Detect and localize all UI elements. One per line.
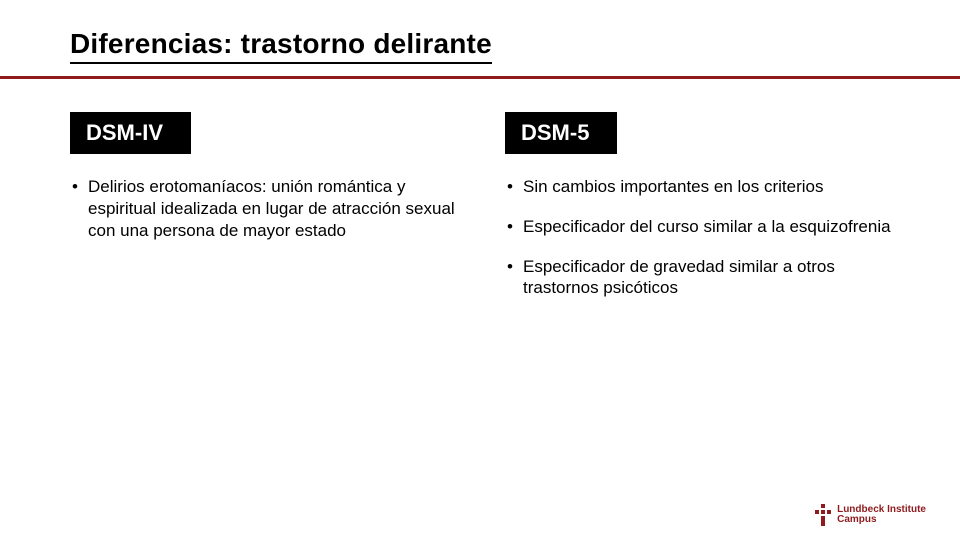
column-left: DSM-IV Delirios erotomaníacos: unión rom… [70,112,475,317]
brand-logo: Lundbeck Institute Campus [815,504,926,526]
list-item: Delirios erotomaníacos: unión romántica … [70,176,475,241]
tag-dsm-iv: DSM-IV [70,112,191,154]
logo-text: Lundbeck Institute Campus [837,505,926,525]
accent-rule [0,76,960,79]
logo-icon [815,504,831,526]
bullet-list-right: Sin cambios importantes en los criterios… [505,176,910,299]
slide: Diferencias: trastorno delirante DSM-IV … [0,0,960,540]
list-item: Especificador del curso similar a la esq… [505,216,910,238]
columns: DSM-IV Delirios erotomaníacos: unión rom… [70,112,910,317]
column-right: DSM-5 Sin cambios importantes en los cri… [505,112,910,317]
bullet-list-left: Delirios erotomaníacos: unión romántica … [70,176,475,241]
logo-line-2: Campus [837,515,926,525]
tag-dsm-5: DSM-5 [505,112,617,154]
title-underline [70,62,492,64]
title-wrap: Diferencias: trastorno delirante [70,28,492,64]
slide-title: Diferencias: trastorno delirante [70,28,492,60]
list-item: Sin cambios importantes en los criterios [505,176,910,198]
list-item: Especificador de gravedad similar a otro… [505,256,910,300]
